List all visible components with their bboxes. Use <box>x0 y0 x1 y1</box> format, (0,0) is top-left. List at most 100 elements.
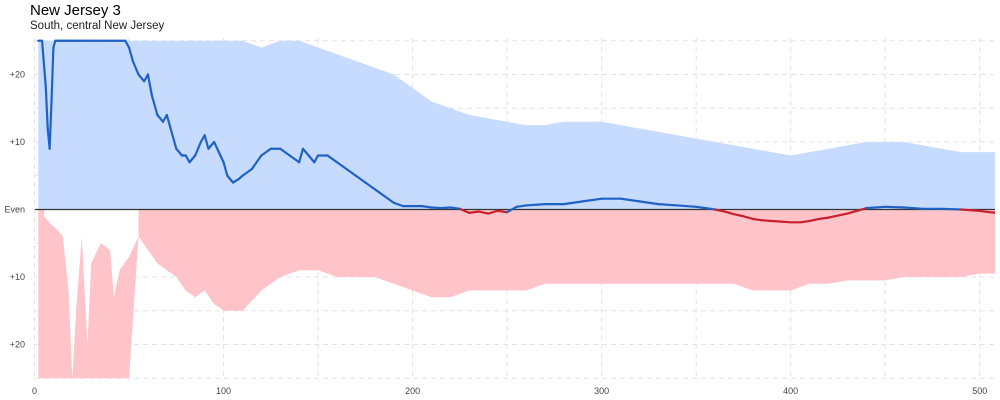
margin-segment <box>827 212 849 219</box>
margin-segment <box>761 219 773 223</box>
margin-segment <box>468 210 480 214</box>
margin-segment <box>846 207 868 215</box>
margin-segment <box>988 211 995 214</box>
margin-segment <box>695 205 707 210</box>
margin-segment <box>978 209 991 214</box>
margin-segment <box>506 205 518 214</box>
margin-segment <box>194 140 202 157</box>
margin-segment <box>250 154 263 171</box>
margin-segment <box>713 208 726 213</box>
margin-segment <box>44 86 49 130</box>
margin-segment <box>742 215 754 221</box>
x-tick-label: 300 <box>594 386 609 396</box>
margin-segment <box>496 209 509 214</box>
margin-segment <box>288 154 301 164</box>
margin-segment <box>212 140 225 164</box>
margin-segment <box>52 39 57 49</box>
margin-segment <box>279 147 291 157</box>
margin-segment <box>207 140 216 150</box>
chart-title: New Jersey 3 <box>30 2 121 19</box>
rep-range-gap <box>44 209 139 379</box>
margin-segment <box>364 181 376 191</box>
margin-segment <box>751 217 764 222</box>
margin-segment <box>638 200 660 206</box>
margin-segment <box>439 206 452 210</box>
margin-segment <box>222 161 229 177</box>
margin-segment <box>808 217 821 223</box>
margin-segment <box>48 100 53 150</box>
margin-segment <box>770 219 783 223</box>
margin-segment <box>392 201 405 208</box>
margin-segment <box>150 93 159 117</box>
x-tick-label: 500 <box>972 386 987 396</box>
rep-range-area <box>38 209 995 379</box>
margin-segment <box>50 46 55 103</box>
margin-segment <box>865 205 887 210</box>
margin-segment <box>40 39 47 90</box>
margin-segment <box>959 208 981 212</box>
x-tick-label: 0 <box>32 386 37 396</box>
margin-segment <box>903 206 925 210</box>
y-axis-ticks: +20 +10 Even +10 +20 <box>4 70 25 350</box>
margin-segment <box>175 147 184 157</box>
margin-segment <box>884 205 906 209</box>
margin-segment <box>449 206 461 210</box>
chart-subtitle: South, central New Jersey <box>30 20 165 32</box>
margin-segment <box>127 46 134 63</box>
margin-segment <box>383 194 395 204</box>
margin-segment <box>354 174 367 184</box>
margin-segment <box>373 188 386 198</box>
margin-segment <box>301 147 310 157</box>
margin-segment <box>458 207 471 214</box>
margin-segment <box>562 200 584 206</box>
margin-segment <box>676 204 698 208</box>
margin-segment <box>165 113 172 130</box>
x-axis-ticks: 0 100 200 300 400 500 <box>32 386 987 396</box>
margin-segment <box>241 167 254 177</box>
x-tick-label: 400 <box>783 386 798 396</box>
margin-segment <box>420 205 433 209</box>
margin-segment <box>723 210 736 216</box>
margin-segment <box>704 207 717 211</box>
margin-segment <box>477 210 490 215</box>
y-tick-label: +10 <box>10 137 25 147</box>
margin-segment <box>137 73 146 83</box>
margin-segment <box>156 113 165 123</box>
margin-segment <box>657 203 679 207</box>
margin-segment <box>515 204 528 208</box>
margin-segment <box>184 154 191 164</box>
margin-segment <box>124 39 131 49</box>
dem-range-area <box>38 40 995 210</box>
margin-segment <box>313 154 320 164</box>
margin-segment <box>146 73 153 96</box>
margin-segment <box>298 147 305 164</box>
margin-segment <box>203 134 210 150</box>
y-tick-label: +20 <box>10 340 25 350</box>
margin-segment <box>817 216 830 221</box>
y-tick-label: +20 <box>10 70 25 80</box>
x-tick-label: 100 <box>216 386 231 396</box>
margin-segment <box>799 219 811 224</box>
margin-segment <box>524 203 547 207</box>
margin-segment <box>732 213 745 218</box>
margin-segment <box>430 206 443 210</box>
margin-segment <box>307 154 316 164</box>
margin-segment <box>940 207 962 211</box>
margin-segment <box>169 127 178 150</box>
x-tick-label: 200 <box>405 386 420 396</box>
margin-segment <box>345 167 357 177</box>
margin-segment <box>581 197 603 203</box>
margin-segment <box>188 154 197 164</box>
margin-segment <box>260 147 272 157</box>
margin-line <box>37 39 995 224</box>
margin-segment <box>335 161 348 171</box>
margin-segment <box>780 220 792 224</box>
y-tick-label: +10 <box>10 272 25 282</box>
margin-segment <box>131 59 140 76</box>
margin-segment <box>487 209 499 215</box>
margin-segment <box>619 197 641 203</box>
y-tick-label: Even <box>4 205 25 215</box>
margin-segment <box>326 154 339 164</box>
margin-segment <box>226 174 235 184</box>
